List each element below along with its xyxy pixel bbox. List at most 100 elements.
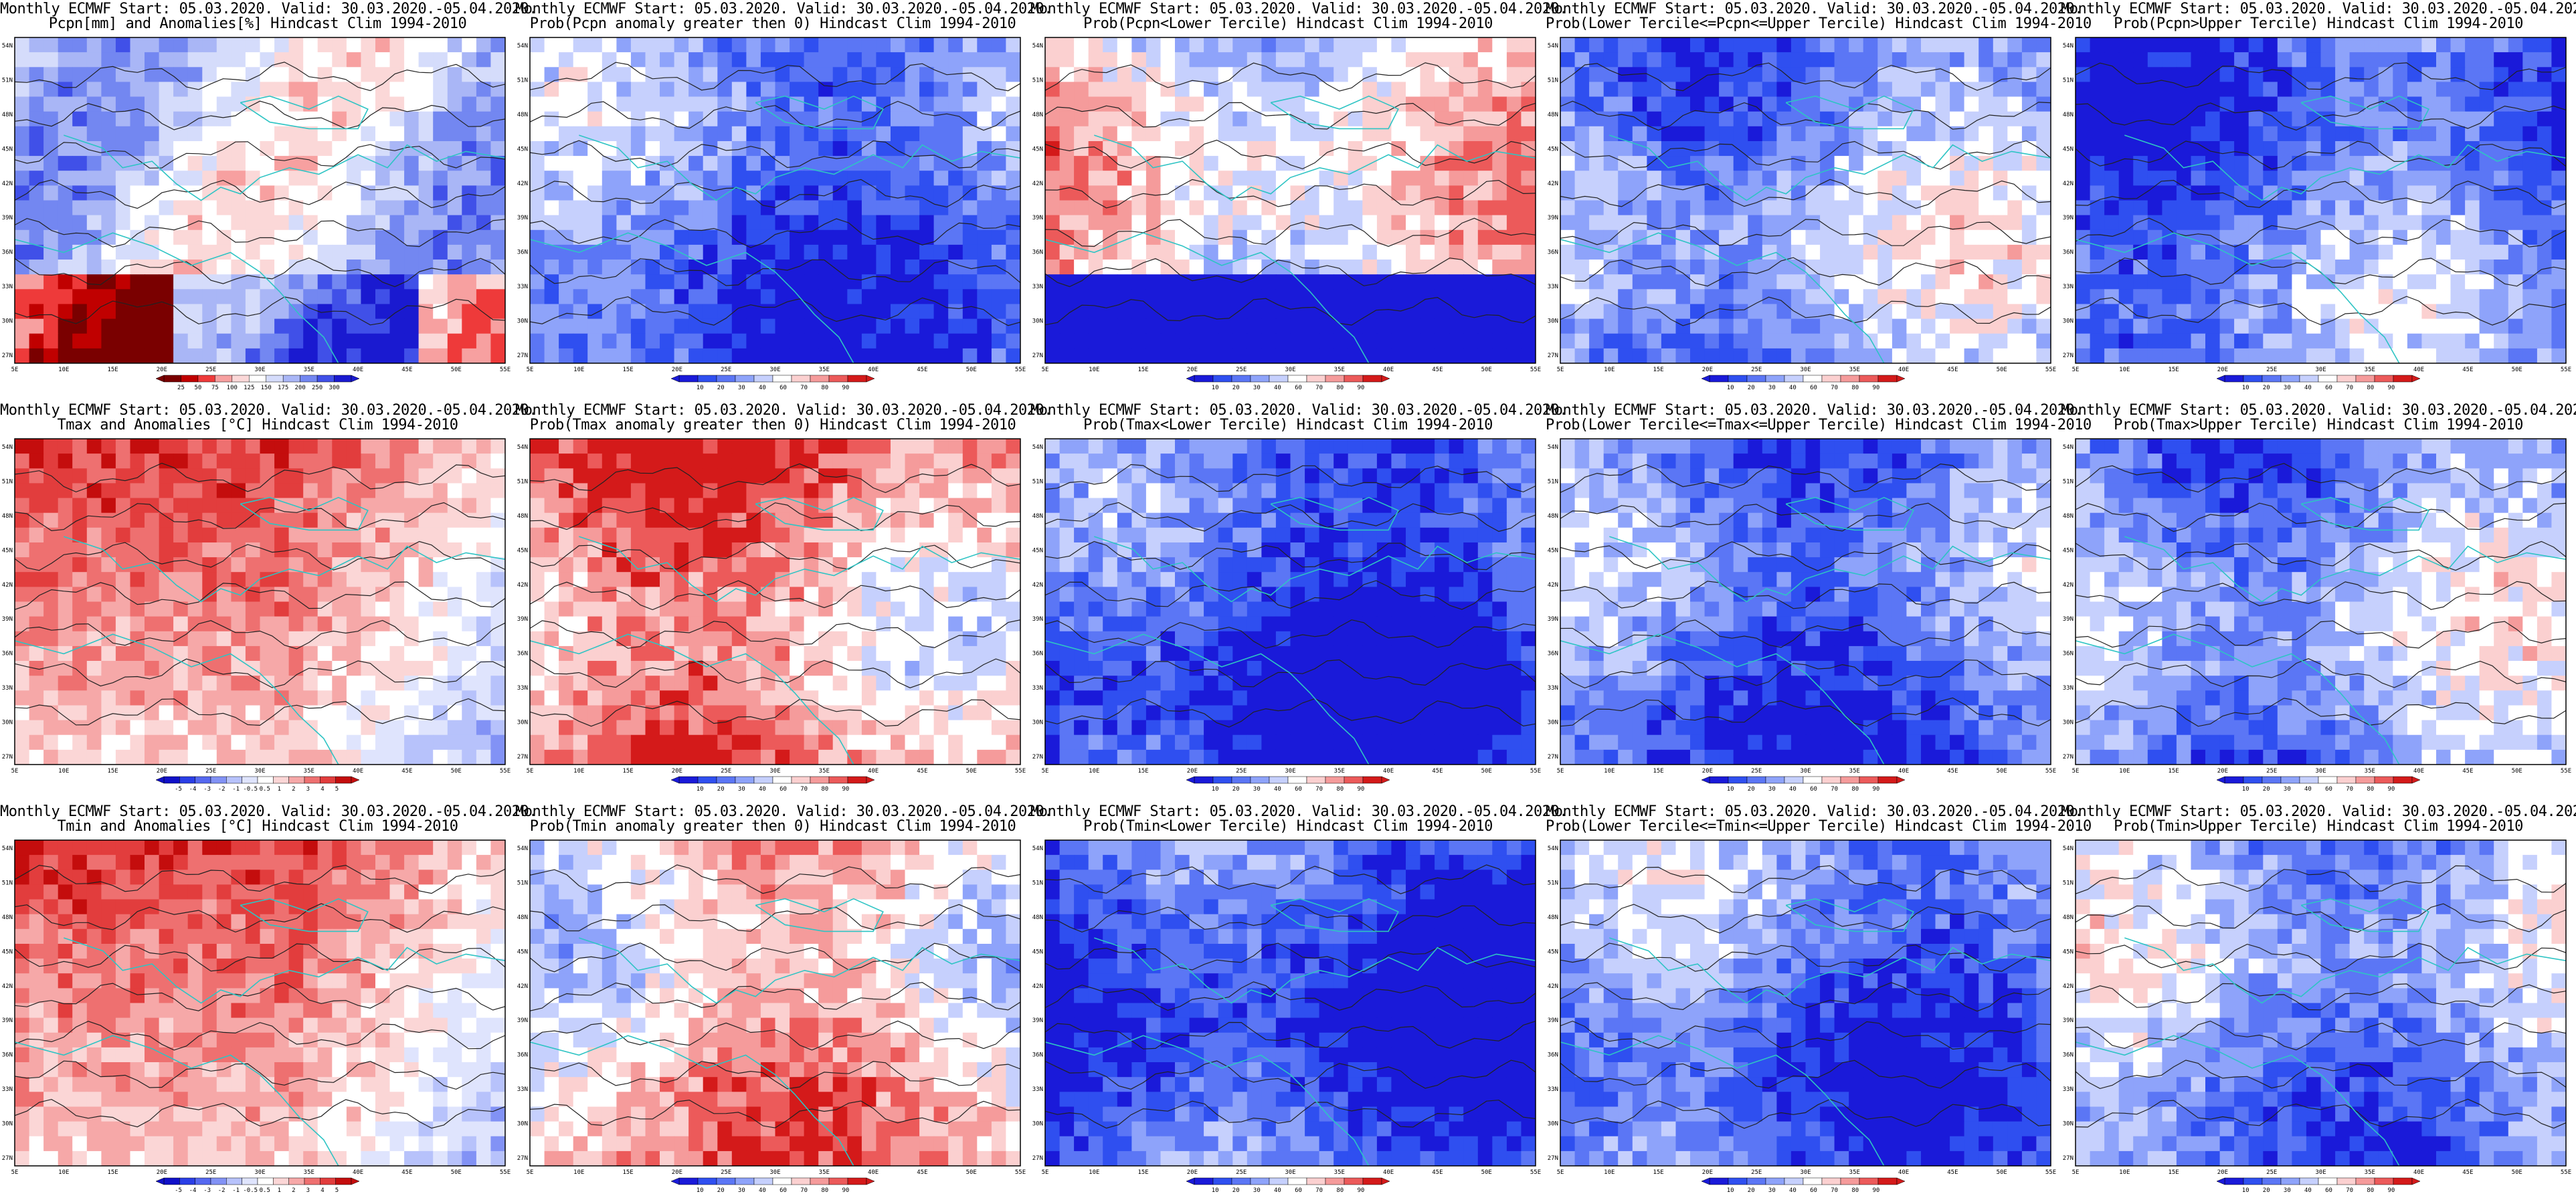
colorbar-segment xyxy=(1821,776,1841,784)
colorbar-segment xyxy=(316,375,335,383)
longitude-label: 15E xyxy=(2168,768,2179,775)
colorbar-tick-label: 70 xyxy=(800,1187,808,1194)
longitude-label: 55E xyxy=(1530,768,1541,775)
panel-title-line2: Prob(Pcpn<Lower Tercile) Hindcast Clim 1… xyxy=(1083,15,1493,32)
colorbar-tick-label: 80 xyxy=(2367,1187,2374,1194)
colorbar-tick-label: 4 xyxy=(320,1187,324,1194)
colorbar-tick-label: 300 xyxy=(329,385,339,391)
colorbar-segment xyxy=(215,375,233,383)
latitude-label: 42N xyxy=(1548,582,1558,589)
colorbar-segment xyxy=(1746,375,1766,383)
colorbar-left-arrow xyxy=(155,375,165,383)
colorbar-tick-label: 10 xyxy=(697,385,704,391)
shaded-field xyxy=(15,439,505,765)
latitude-label: 30N xyxy=(2,1121,13,1128)
colorbar-segment xyxy=(163,1177,180,1185)
colorbar: 10 20 30 40 60 70 80 90 xyxy=(1701,1177,1906,1194)
latitude-label: 27N xyxy=(2,1155,13,1162)
coastlines xyxy=(1560,95,2051,363)
colorbar-segment xyxy=(1344,375,1364,383)
longitude-label: 50E xyxy=(451,367,462,373)
colorbar-tick-label: 10 xyxy=(697,786,704,793)
colorbar-segment xyxy=(2355,375,2375,383)
latitude-label: 54N xyxy=(1548,43,1558,49)
colorbar-tick-label: 10 xyxy=(1727,1187,1734,1194)
colorbar-left-arrow xyxy=(1186,1177,1195,1185)
longitude-label: 5E xyxy=(2072,1169,2080,1176)
latitude-label: 42N xyxy=(1548,983,1558,990)
colorbar-tick-label: 90 xyxy=(1357,786,1364,793)
colorbar-left-arrow xyxy=(1701,776,1710,784)
colorbar-tick-label: -2 xyxy=(218,786,225,793)
panel-title-line2: Prob(Tmin anomaly greater then 0) Hindca… xyxy=(529,818,1016,835)
colorbar-segment xyxy=(753,776,773,784)
colorbar-tick-label: 40 xyxy=(1274,1187,1281,1194)
colorbar-tick-label: 0.5 xyxy=(260,1187,270,1194)
latitude-label: 42N xyxy=(2063,181,2074,187)
latitude-label: 42N xyxy=(517,582,528,589)
colorbar-tick-label: -0.5 xyxy=(243,786,258,793)
colorbar-tick-label: 10 xyxy=(2242,1187,2249,1194)
colorbar-segment xyxy=(1231,776,1251,784)
longitude-label: 50E xyxy=(1997,1169,2007,1176)
longitude-label: 30E xyxy=(2315,1169,2326,1176)
latitude-label: 36N xyxy=(2,1052,13,1059)
colorbar-tick-label: 125 xyxy=(244,385,254,391)
colorbar-left-arrow xyxy=(670,776,680,784)
colorbar-segment xyxy=(226,776,242,784)
colorbar-tick-label: 20 xyxy=(1748,1187,1755,1194)
latitude-label: 30N xyxy=(517,1121,528,1128)
colorbar-tick-label: 10 xyxy=(1727,786,1734,793)
colorbar-segment xyxy=(300,375,318,383)
colorbar-left-arrow xyxy=(670,1177,680,1185)
latitude-label: 36N xyxy=(2063,1052,2074,1059)
colorbar-tick-label: 80 xyxy=(821,385,828,391)
latitude-label: 48N xyxy=(2063,513,2074,520)
latitude-label: 33N xyxy=(1548,284,1558,290)
longitude-label: 55E xyxy=(500,1169,511,1176)
longitude-label: 15E xyxy=(107,367,118,373)
contour-lines xyxy=(15,462,505,726)
longitude-label: 50E xyxy=(2512,1169,2522,1176)
colorbar-segment xyxy=(197,375,215,383)
map-frame xyxy=(1044,438,1536,765)
panel-title-line1: Monthly ECMWF Start: 05.03.2020. Valid: … xyxy=(0,402,537,419)
map-frame xyxy=(14,438,506,765)
colorbar-segment xyxy=(226,1177,242,1185)
colorbar-segment xyxy=(1269,375,1289,383)
colorbar-segment xyxy=(716,1177,736,1185)
latitude-label: 54N xyxy=(2,444,13,451)
colorbar-segment xyxy=(2374,776,2394,784)
longitude-label: 40E xyxy=(868,1169,879,1176)
colorbar-right-arrow xyxy=(2411,776,2421,784)
colorbar-tick-label: 3 xyxy=(306,1187,310,1194)
latitude-label: 36N xyxy=(1032,1052,1043,1059)
panel-title-line1: Monthly ECMWF Start: 05.03.2020. Valid: … xyxy=(0,803,537,820)
colorbar-segment xyxy=(1877,375,1898,383)
panel-title-line2: Prob(Pcpn>Upper Tercile) Hindcast Clim 1… xyxy=(2114,15,2523,32)
latitude-label: 48N xyxy=(1032,513,1043,520)
longitude-label: 40E xyxy=(353,1169,363,1176)
longitude-label: 5E xyxy=(1557,768,1564,775)
colorbar-tick-label: 90 xyxy=(1872,1187,1879,1194)
longitude-label: 10E xyxy=(58,768,69,775)
longitude-label: 20E xyxy=(2217,367,2228,373)
longitude-label: 50E xyxy=(1997,768,2007,775)
colorbar-segment xyxy=(1821,1177,1841,1185)
colorbar-segment xyxy=(1840,1177,1860,1185)
colorbar-segment xyxy=(1287,375,1307,383)
longitude-label: 35E xyxy=(2365,367,2375,373)
latitude-label: 54N xyxy=(517,444,528,451)
latitude-label: 33N xyxy=(2063,685,2074,692)
colorbar-tick-label: 10 xyxy=(697,1187,704,1194)
longitude-label: 25E xyxy=(2266,367,2277,373)
map-panel: Monthly ECMWF Start: 05.03.2020. Valid: … xyxy=(0,0,537,401)
latitude-label: 36N xyxy=(517,249,528,256)
colorbar-tick-label: 3 xyxy=(306,786,310,793)
longitude-label: 15E xyxy=(2168,367,2179,373)
colorbar-segment xyxy=(1287,776,1307,784)
colorbar-segment xyxy=(1231,1177,1251,1185)
longitude-label: 5E xyxy=(1042,768,1049,775)
longitude-label: 30E xyxy=(2315,367,2326,373)
latitude-label: 54N xyxy=(517,845,528,852)
